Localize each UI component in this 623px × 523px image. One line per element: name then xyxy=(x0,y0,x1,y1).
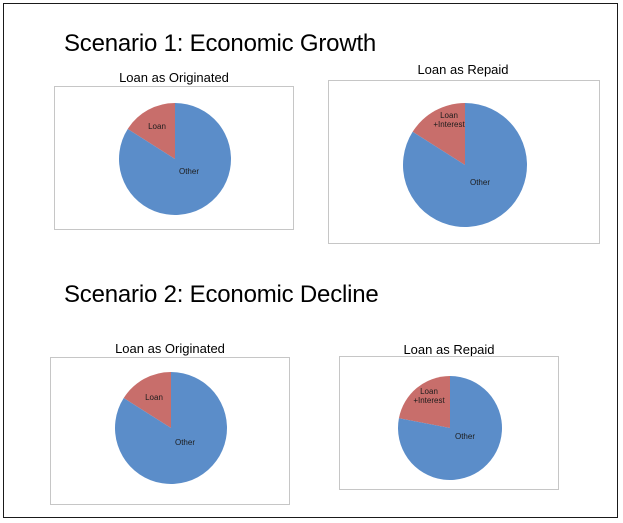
pie-slice-loan xyxy=(412,103,465,165)
pie-chart-box: Loan +Interest Other xyxy=(328,80,600,244)
chart-title: Loan as Repaid xyxy=(417,62,509,77)
pie-label-loan: Loan xyxy=(148,122,166,131)
pie-chart: Loan Other xyxy=(115,372,228,484)
scenario-2-heading: Scenario 2: Economic Decline xyxy=(64,281,379,308)
pie-label-loan: Loan +Interest xyxy=(433,111,465,129)
pie-label-other: Other xyxy=(455,432,475,441)
pie-chart: Loan +Interest Other xyxy=(397,376,502,480)
pie-slice-other xyxy=(115,372,228,484)
pie-slice-loan xyxy=(123,372,171,428)
pie-slice-other xyxy=(402,103,527,227)
pie-chart: Loan Other xyxy=(119,103,232,216)
pie-slice-loan xyxy=(127,103,175,159)
pie-label-other: Other xyxy=(470,178,490,187)
pie-slice-other xyxy=(119,103,232,216)
pie-label-other: Other xyxy=(179,167,199,176)
pie-chart: Loan +Interest Other xyxy=(402,103,527,227)
chart-title: Loan as Originated xyxy=(115,341,225,356)
pie-slice-loan xyxy=(398,376,450,428)
pie-chart-box: Loan Other xyxy=(50,357,290,505)
scenario-1-heading: Scenario 1: Economic Growth xyxy=(64,30,377,57)
pie-label-loan: Loan xyxy=(145,393,163,402)
pie-chart-box: Loan Other xyxy=(54,86,294,230)
pie-slice-other xyxy=(397,376,502,480)
chart-title: Loan as Originated xyxy=(119,70,229,85)
pie-label-other: Other xyxy=(175,438,195,447)
pie-label-loan: Loan +Interest xyxy=(413,387,445,405)
pie-chart-box: Loan +Interest Other xyxy=(339,356,559,490)
chart-title: Loan as Repaid xyxy=(403,342,495,357)
